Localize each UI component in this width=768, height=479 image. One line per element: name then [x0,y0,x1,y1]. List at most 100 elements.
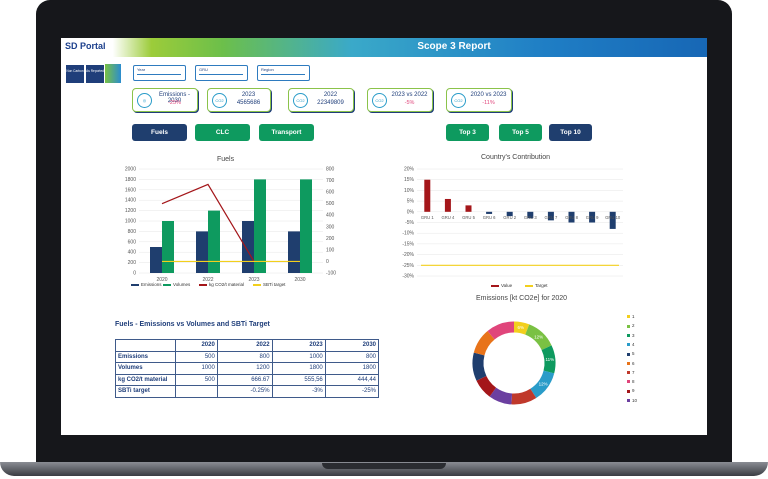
table-cell: 1800 [324,362,380,375]
y-tick-label: 1600 [125,187,136,193]
legend-item: kg CO2/t material [199,282,244,287]
logo-non-carbon[interactable]: Non Carbon [66,65,84,83]
y-tick-label: 200 [128,260,137,266]
fuels-button[interactable]: Fuels [132,124,187,141]
x-tick-label: 2020 [156,277,167,281]
x-tick-label: 2030 [294,277,305,281]
table-cell: 555,56 [271,373,326,386]
row-label: Emissions [115,350,176,363]
laptop-notch [322,463,446,469]
x-tick-label: GRU 4 [441,215,454,220]
kg-co2-line [161,183,255,262]
donut-legend-item: 7 [627,370,635,375]
table-cell: 500 [175,373,218,386]
table-row: SBTi target -0.25% -3% -25% [115,385,380,398]
y-tick-label: -30% [402,274,414,280]
y-tick-label: 5% [407,199,415,205]
value-bar [609,211,616,229]
legend-item: Target [525,283,548,288]
y2-tick-label: 300 [326,224,335,230]
y2-tick-label: 500 [326,201,335,207]
table-cell: 2020 [175,339,218,352]
kpi-change: -11% [482,100,495,106]
donut-legend-item: 1 [627,314,635,319]
kpi-2023-vs-2022: CO2 2023 vs 2022 -5% [367,88,433,112]
y-tick-label: -10% [402,231,414,237]
legend-item: Emissions [131,282,162,287]
clc-button[interactable]: CLC [195,124,250,141]
table-cell: -25% [324,385,380,398]
co2-icon: CO2 [212,93,227,108]
table-cell: 1000 [175,362,218,375]
logo-as-reported[interactable]: As Reported [86,65,104,83]
table-cell: 2030 [324,339,380,352]
y-tick-label: 1000 [125,219,136,225]
kpi-2023: CO2 2023 4565686 [207,88,271,112]
top10-button[interactable]: Top 10 [549,124,592,141]
donut-legend-item: 6 [627,361,635,366]
table-cell: 2022 [216,339,273,352]
table-cell: 1000 [271,350,326,363]
y2-tick-label: 600 [326,190,335,196]
slice-label: 11% [545,357,554,362]
table-header-row: 2020 2022 2023 2030 [115,339,380,352]
y-tick-label: 1800 [125,177,136,183]
table-cell: 1800 [271,362,326,375]
fuels-chart: 2000180016001400120010008006004002000800… [125,167,336,282]
donut-slice [513,321,530,335]
value-bar [465,205,472,212]
target-icon: ◎ [137,93,152,108]
top3-button[interactable]: Top 3 [446,124,489,141]
y-tick-label: 2000 [125,167,136,173]
table-cell: 500 [175,350,218,363]
y-tick-label: 800 [128,229,137,235]
x-tick-label: 2023 [248,277,259,281]
donut-legend: 1 2 3 4 5 6 7 8 9 10 [627,314,647,414]
kpi-title: Emissions - 2030 [158,92,190,104]
table-row: kg CO2/t material 500 666.67 555,56 444,44 [115,373,380,386]
table-cell [175,385,218,398]
value-bar [486,211,493,214]
gru-filter[interactable]: GRU [195,65,248,81]
co2-icon: CO2 [372,93,387,108]
y-tick-label: -15% [402,241,414,247]
row-label: Volumes [115,362,176,375]
volumes-bar [208,210,220,273]
dashboard-screen: SD Portal Scope 3 Report Non Carbon As R… [61,38,707,435]
donut-slice [476,375,497,397]
donut-legend-item: 9 [627,388,635,393]
top5-button[interactable]: Top 5 [499,124,542,141]
portal-title[interactable]: SD Portal [65,41,106,51]
y-tick-label: 10% [404,188,415,194]
volumes-bar [254,179,266,273]
x-tick-label: GRU 1 [421,215,434,220]
emissions-bar [196,231,208,273]
donut-slice [530,370,555,399]
transport-button[interactable]: Transport [259,124,314,141]
table-cell: 444,44 [324,373,380,386]
y-tick-label: 20% [404,167,415,173]
table-row: Emissions 500 800 1000 800 [115,350,380,363]
value-bar [589,211,596,223]
kpi-title: 2023 vs 2022 [391,92,428,98]
row-label: SBTi target [115,385,176,398]
y2-tick-label: 0 [326,259,329,265]
report-title: Scope 3 Report [417,41,491,52]
year-filter[interactable]: Year [133,65,186,81]
region-filter[interactable]: Region [257,65,310,81]
x-tick-label: GRU 6 [483,215,496,220]
kpi-change: -25% [168,100,181,106]
fuels-table: 2020 2022 2023 2030 Emissions 500 800 1000 800 Vo… [115,339,380,398]
x-tick-label: GRU 7 [544,215,557,220]
donut-legend-item: 10 [627,398,637,403]
header-bar: SD Portal Scope 3 Report [61,38,707,57]
laptop-base [0,462,768,476]
emissions-bar [288,231,300,273]
y-tick-label: 0 [133,271,136,277]
gru-filter-label: GRU [199,67,208,72]
y-tick-label: -20% [402,252,414,258]
donut-slice [489,387,513,405]
donut-slice [511,388,537,405]
x-tick-label: GRU 8 [565,215,578,220]
